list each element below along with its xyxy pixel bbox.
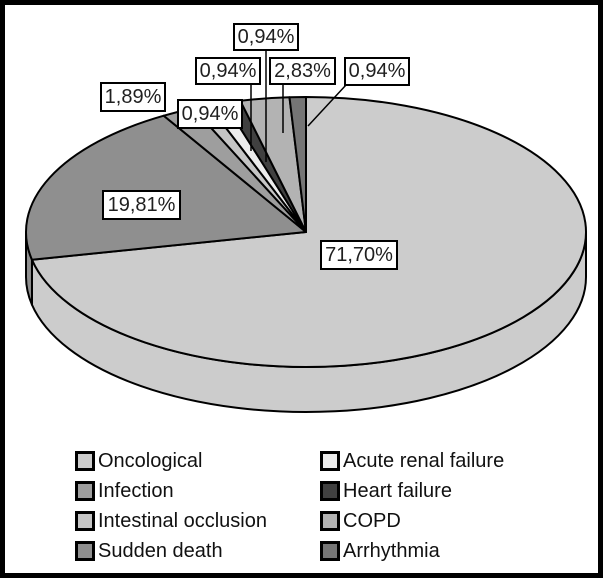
- legend-item-sudden-death: Sudden death: [75, 540, 320, 563]
- percent-label-heart-failure: 0,94%: [233, 23, 299, 51]
- legend-label: Acute renal failure: [343, 449, 505, 472]
- legend-swatch-oncological: [75, 451, 95, 471]
- percent-label-arrhythmia: 0,94%: [344, 57, 410, 86]
- legend-label: Infection: [98, 479, 174, 502]
- legend-swatch-sudden-death: [75, 541, 95, 561]
- legend-swatch-intestinal-occlusion: [75, 511, 95, 531]
- legend-swatch-acute-renal-failure: [320, 451, 340, 471]
- legend-item-acute-renal-failure: Acute renal failure: [320, 450, 565, 473]
- leader-line-arrhythmia: [307, 84, 347, 127]
- legend-item-heart-failure: Heart failure: [320, 480, 565, 503]
- percent-label-oncological: 71,70%: [320, 240, 398, 270]
- legend-label: Intestinal occlusion: [98, 509, 267, 532]
- pie-slice-sudden-death: [25, 114, 307, 261]
- legend-swatch-heart-failure: [320, 481, 340, 501]
- legend-item-copd: COPD: [320, 510, 565, 533]
- legend-label: Oncological: [98, 449, 203, 472]
- percent-label-copd: 2,83%: [269, 57, 336, 85]
- chart-legend: Oncological Acute renal failure Infection H…: [75, 446, 565, 566]
- legend-swatch-infection: [75, 481, 95, 501]
- legend-item-intestinal-occlusion: Intestinal occlusion: [75, 510, 320, 533]
- percent-label-intestinal-occlusion: 0,94%: [177, 99, 243, 129]
- legend-label: Heart failure: [343, 479, 452, 502]
- percent-label-sudden-death: 19,81%: [102, 190, 181, 220]
- percent-label-infection: 1,89%: [100, 82, 166, 112]
- percent-label-acute-renal-failure: 0,94%: [195, 57, 261, 85]
- legend-swatch-arrhythmia: [320, 541, 340, 561]
- pie-slice-arrhythmia: [288, 96, 307, 233]
- legend-swatch-copd: [320, 511, 340, 531]
- legend-item-oncological: Oncological: [75, 450, 320, 473]
- legend-item-arrhythmia: Arrhythmia: [320, 540, 565, 563]
- legend-item-infection: Infection: [75, 480, 320, 503]
- legend-label: COPD: [343, 509, 401, 532]
- legend-label: Sudden death: [98, 539, 223, 562]
- legend-label: Arrhythmia: [343, 539, 440, 562]
- pie-slice-oncological: [30, 96, 587, 368]
